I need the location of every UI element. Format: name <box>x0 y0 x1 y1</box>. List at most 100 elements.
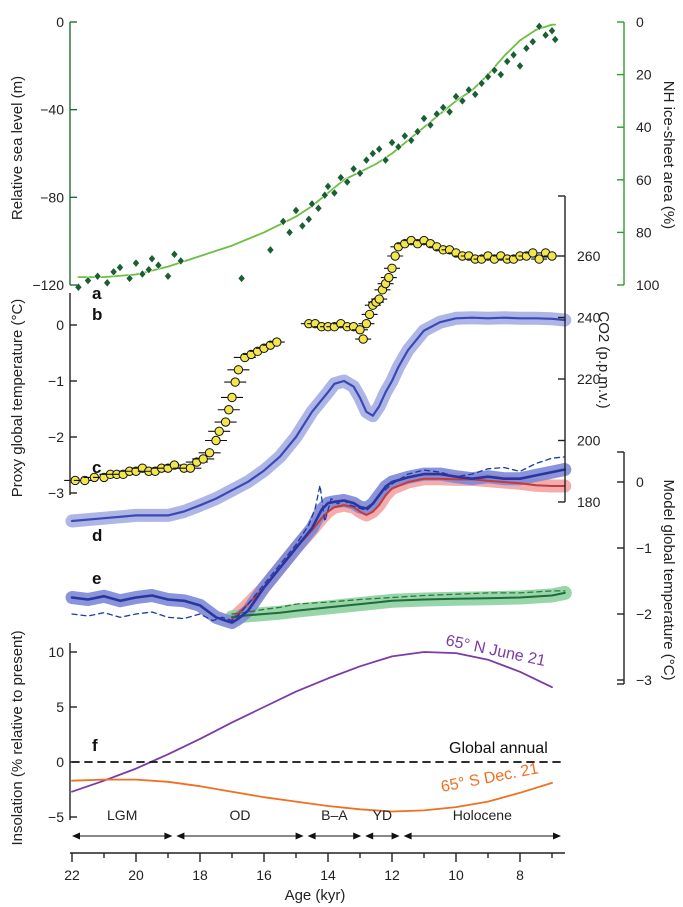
sea-level-point <box>138 269 147 279</box>
x-tick-label: 12 <box>384 867 400 883</box>
sea-level-point <box>356 168 364 178</box>
sea-level-point <box>368 148 377 159</box>
sea-level-axis-tick-label: 0 <box>56 14 64 30</box>
x-tick-label: 20 <box>128 867 144 883</box>
insolation-line-1 <box>71 778 553 813</box>
sea-level-point <box>116 262 124 273</box>
ice-sheet-area-line <box>77 23 557 278</box>
proxy-temp-axis-tick-label: −1 <box>48 373 64 389</box>
insolation-axis-tick-label: −5 <box>48 809 64 825</box>
sea-level-point <box>170 249 179 259</box>
sea-level-point <box>394 142 403 152</box>
sea-level-point <box>471 89 480 99</box>
co2-point <box>374 294 384 304</box>
co2-point <box>214 426 224 436</box>
sea-level-point <box>551 34 560 45</box>
sea-level-point <box>400 131 409 141</box>
proxy-temp-axis-tick-label: −2 <box>48 429 64 445</box>
sea-level-point <box>375 144 384 154</box>
model-temp-axis-tick-label: 0 <box>636 474 644 490</box>
x-tick-label: 10 <box>448 867 464 883</box>
period-arrow-head-left <box>176 832 185 840</box>
model-temp-axis-tick-label: −3 <box>636 672 652 688</box>
sea-level-point <box>298 221 307 231</box>
period-arrow-head-left <box>365 832 374 840</box>
sea-level-point <box>84 275 92 286</box>
sea-level-point <box>413 126 422 137</box>
sea-level-point <box>388 137 396 148</box>
ice-area-axis-tick-label: 60 <box>636 172 652 188</box>
co2-point <box>355 325 365 335</box>
co2-point <box>358 334 368 344</box>
sea-level-point <box>509 50 518 60</box>
x-axis-title: Age (kyr) <box>285 887 346 904</box>
sea-level-point <box>381 155 390 165</box>
proxy-tropics-line <box>70 468 567 624</box>
model-temp-axis-tick-label: −2 <box>636 606 652 622</box>
period-arrow-head-right <box>553 832 561 840</box>
sea-level-point <box>432 109 441 119</box>
sea-level-point <box>132 258 140 268</box>
co2-point <box>387 263 397 273</box>
sea-level-point <box>548 26 556 36</box>
model-temp-axis-title: Model global temperature (°C) <box>660 479 677 680</box>
co2-point <box>224 405 234 415</box>
proxy-temp-axis-tick-label: 0 <box>56 317 64 333</box>
co2-point <box>185 463 196 473</box>
sea-level-point <box>93 271 102 281</box>
sea-level-point <box>103 278 112 288</box>
panel-label-a: a <box>92 284 102 303</box>
co2-point <box>364 309 375 320</box>
sea-level-point <box>292 205 300 216</box>
period-arrow-head-right <box>164 832 173 840</box>
panel-label-b: b <box>92 305 102 324</box>
sea-level-point <box>125 273 134 284</box>
sea-level-point <box>458 96 467 106</box>
x-tick-label: 8 <box>516 867 524 883</box>
co2-point <box>80 475 90 486</box>
sea-level-point <box>164 271 172 281</box>
sea-level-point <box>279 216 288 227</box>
model-temp-axis-tick-label: −1 <box>636 540 652 556</box>
co2-point <box>361 318 372 329</box>
sea-level-axis-tick-label: −40 <box>40 102 64 118</box>
co2-point <box>198 454 208 464</box>
model-green-dashed-line <box>231 590 566 615</box>
sea-level-point <box>439 102 448 113</box>
co2-axis-tick-label: 200 <box>577 433 601 449</box>
period-arrow-head-right <box>295 832 304 840</box>
sea-level-point <box>320 190 329 200</box>
ice-area-axis-title: NH ice-sheet area (%) <box>660 81 677 229</box>
ice-area-axis-tick-label: 100 <box>636 277 660 293</box>
series-label-65n: 65° N June 21 <box>444 632 547 670</box>
sea-level-point <box>362 155 371 165</box>
sea-level-point <box>426 120 435 130</box>
period-label: Holocene <box>453 807 512 823</box>
sea-level-point <box>503 56 512 67</box>
sea-level-point <box>484 72 492 82</box>
sea-level-point <box>144 264 153 275</box>
series-label-global-annual: Global annual <box>449 740 548 757</box>
sea-level-point <box>154 260 163 270</box>
x-tick-label: 18 <box>192 867 208 883</box>
co2-axis-tick-label: 180 <box>577 494 601 510</box>
co2-point <box>227 392 237 403</box>
period-label: B–A <box>321 807 348 823</box>
sea-level-axis-tick-label: −80 <box>40 189 64 205</box>
co2-point <box>547 251 557 261</box>
model-green-band <box>225 585 572 625</box>
axes: 22 20 18 16 14 12 10 8 LGM OD B–A YD Holocene 0 −40 −80… <box>32 14 659 883</box>
sea-level-point <box>324 181 332 192</box>
period-arrow-head-left <box>403 832 412 840</box>
ice-area-axis-tick-label: 80 <box>636 224 652 240</box>
sea-level-point <box>420 113 428 124</box>
sea-level-point <box>176 256 185 266</box>
co2-point <box>230 377 240 387</box>
sea-level-axis-tick-label: −120 <box>32 277 64 293</box>
sea-level-point <box>516 61 524 71</box>
period-arrow-head-left <box>72 832 80 840</box>
sea-level-point <box>330 188 339 198</box>
insolation-axis-tick-label: 5 <box>56 699 64 715</box>
sea-level-point <box>237 273 246 284</box>
sea-level-point <box>109 267 118 277</box>
